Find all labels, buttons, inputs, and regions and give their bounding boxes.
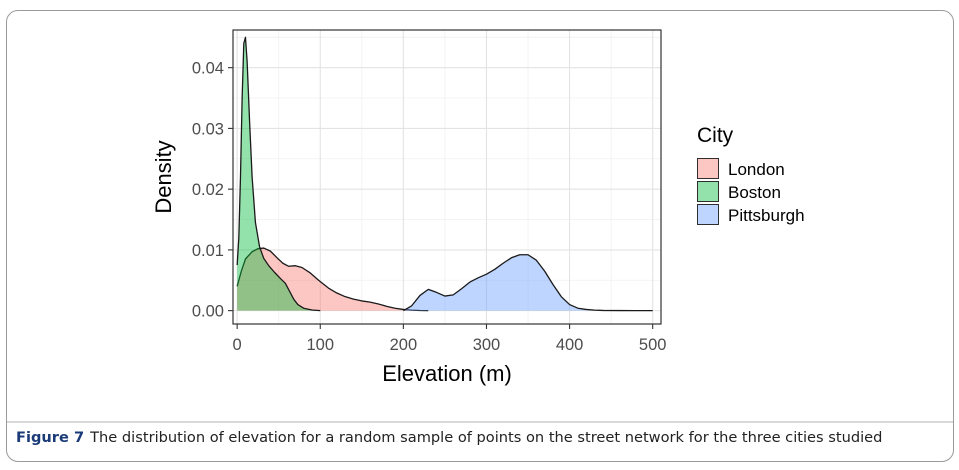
x-tick-label: 400 xyxy=(556,336,584,354)
figure-label: Figure 7 xyxy=(16,429,85,446)
x-tick-label: 500 xyxy=(639,336,667,354)
density-line-boston xyxy=(236,36,321,312)
density-chart: 0 100 200 300 400 500 0.00 0.01 0.02 0.03 0.04 El… xyxy=(151,29,805,386)
x-tick-label: 100 xyxy=(306,336,334,354)
y-tick-label: 0.03 xyxy=(192,120,224,138)
x-tick-label: 300 xyxy=(473,336,501,354)
legend-label-boston: Boston xyxy=(728,183,781,202)
x-axis-ticks: 0 100 200 300 400 500 xyxy=(233,324,667,354)
density-line-pittsburgh xyxy=(403,254,653,312)
legend-key-boston xyxy=(697,181,719,202)
x-tick-label: 0 xyxy=(233,336,242,354)
minor-gridlines xyxy=(233,30,661,324)
y-axis-ticks: 0.00 0.01 0.02 0.03 0.04 xyxy=(192,60,233,321)
y-tick-label: 0.00 xyxy=(192,303,224,321)
area-pittsburgh xyxy=(403,254,653,311)
area-boston xyxy=(237,37,321,311)
x-axis-title: Elevation (m) xyxy=(382,361,512,386)
y-axis-title: Density xyxy=(151,140,176,213)
x-tick-label: 200 xyxy=(390,336,418,354)
y-tick-label: 0.02 xyxy=(192,181,224,199)
y-tick-label: 0.04 xyxy=(192,60,224,78)
caption-text: The distribution of elevation for a rand… xyxy=(90,429,883,446)
area-london xyxy=(237,248,429,311)
plot-border xyxy=(232,29,662,325)
legend: City London Boston Pittsburgh xyxy=(697,124,805,225)
legend-label-london: London xyxy=(728,160,785,179)
series-layer xyxy=(236,36,653,312)
caption-divider xyxy=(7,421,953,423)
plot-panel xyxy=(232,29,662,325)
figure-caption: Figure 7 The distribution of elevation fo… xyxy=(16,428,948,447)
major-gridlines xyxy=(233,30,661,324)
y-tick-label: 0.01 xyxy=(192,242,224,260)
legend-title: City xyxy=(697,124,734,147)
legend-key-london xyxy=(697,158,719,179)
legend-key-pittsburgh xyxy=(697,204,719,225)
legend-label-pittsburgh: Pittsburgh xyxy=(728,206,805,225)
